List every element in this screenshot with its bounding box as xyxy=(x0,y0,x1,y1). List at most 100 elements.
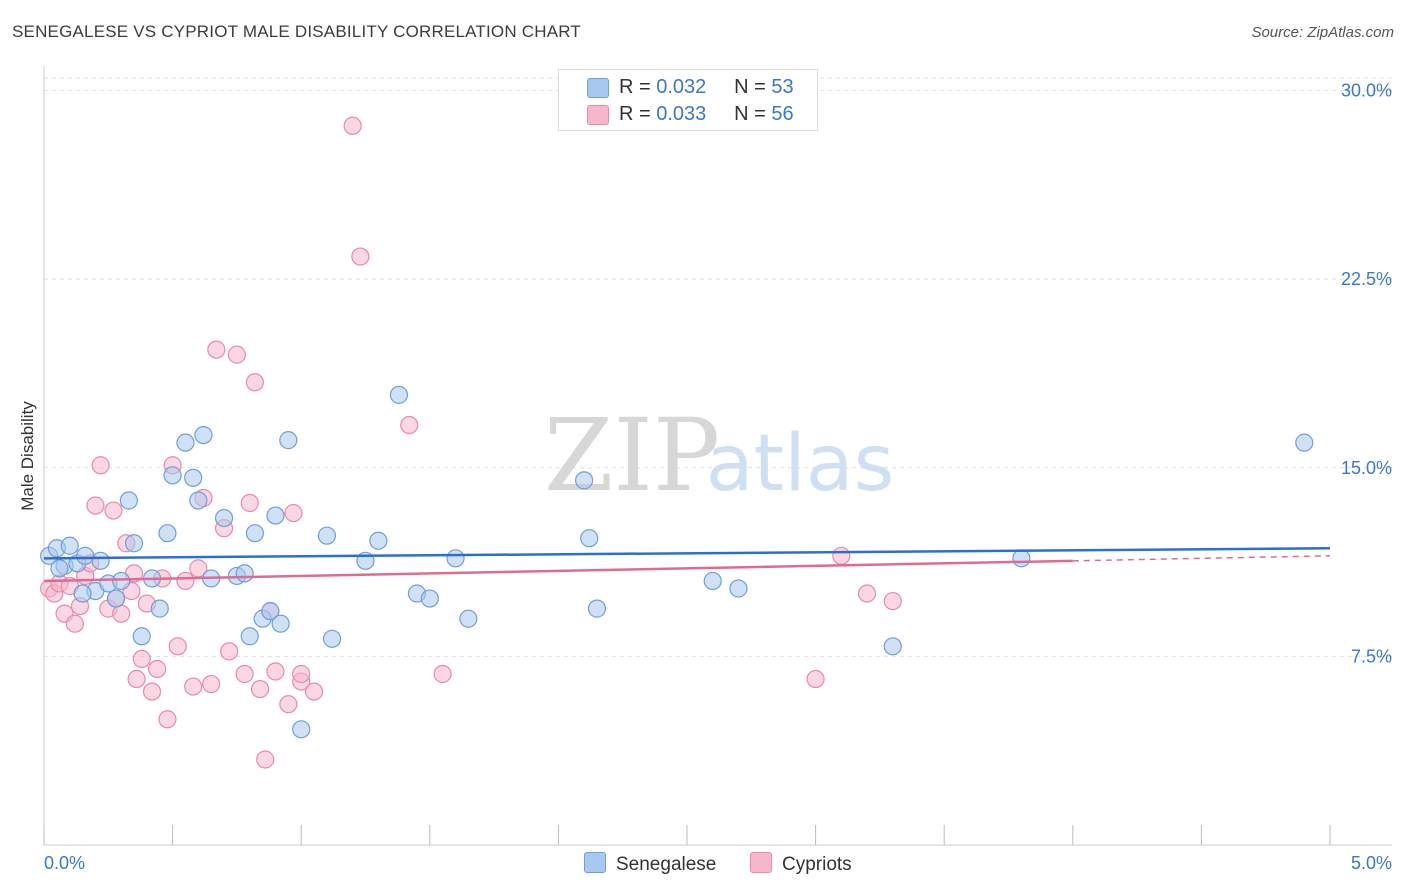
senegalese-point xyxy=(883,637,902,656)
cypriots-point xyxy=(433,664,452,684)
cypriots-point xyxy=(857,584,877,603)
cypriots-point xyxy=(256,750,275,769)
watermark: ZIP atlas xyxy=(544,397,894,514)
senegalese-point xyxy=(369,531,388,550)
chart-title: SENEGALESE VS CYPRIOT MALE DISABILITY CO… xyxy=(12,22,582,41)
cypriots-swatch xyxy=(587,105,609,125)
cypriots-legend-label: Cypriots xyxy=(782,854,852,875)
senegalese-point xyxy=(76,546,95,565)
senegalese-point xyxy=(184,468,203,487)
cypriots-point xyxy=(91,456,110,475)
stats-legend: R = 0.032 N = 53 R = 0.033 N = 56 xyxy=(558,69,818,131)
senegalese-point xyxy=(60,536,79,555)
cypriots-point xyxy=(227,345,246,364)
cypriots-point xyxy=(284,503,303,523)
senegalese-trend-line xyxy=(43,547,1331,560)
trend-lines xyxy=(43,547,1331,583)
senegalese-point xyxy=(245,524,265,543)
senegalese-point xyxy=(150,599,169,618)
cypriots-point xyxy=(132,649,151,669)
senegalese-legend-label: Senegalese xyxy=(616,854,717,875)
senegalese-point xyxy=(317,526,337,545)
senegalese-point xyxy=(580,529,599,548)
cypriots-point xyxy=(158,710,177,729)
cypriots-point xyxy=(292,664,311,684)
senegalese-point xyxy=(124,534,144,553)
cypriots-point xyxy=(127,669,146,689)
senegalese-point xyxy=(703,571,722,591)
y-axis-label: Male Disability xyxy=(18,401,37,511)
senegalese-swatch xyxy=(587,78,609,98)
cypriots-point xyxy=(148,659,167,679)
senegalese-point xyxy=(240,627,259,646)
cypriots-point xyxy=(806,669,825,689)
senegalese-point xyxy=(176,433,195,452)
cypriots-point xyxy=(184,677,203,696)
cypriots-point xyxy=(202,674,221,694)
senegalese-point xyxy=(112,571,131,591)
legend-item-senegalese[interactable]: Senegalese xyxy=(584,852,716,876)
senegalese-point xyxy=(1295,433,1314,452)
cypriots-point xyxy=(250,679,270,699)
senegalese-point xyxy=(271,614,290,633)
senegalese-point xyxy=(235,564,254,583)
y-tick-label: 7.5% xyxy=(1351,646,1392,666)
senegalese-point xyxy=(729,579,748,598)
senegalese-legend-swatch xyxy=(584,852,606,873)
senegalese-point xyxy=(261,602,280,621)
cypriots-point xyxy=(176,571,195,591)
cypriots-point xyxy=(207,340,226,359)
watermark-atlas: atlas xyxy=(706,419,895,509)
senegalese-point xyxy=(575,471,594,490)
senegalese-point xyxy=(163,466,182,485)
legend-item-cypriots[interactable]: Cypriots xyxy=(750,852,852,876)
cypriots-point xyxy=(304,682,324,701)
cypriots-point xyxy=(112,604,131,623)
n-label: N = xyxy=(734,103,772,125)
senegalese-point xyxy=(587,599,607,618)
cypriots-trend-line xyxy=(43,559,1073,583)
r-value: 0.032 xyxy=(656,76,707,98)
senegalese-point xyxy=(446,549,465,568)
senegalese-point xyxy=(389,385,409,404)
x-tick-label-min: 0.0% xyxy=(44,853,85,873)
senegalese-point xyxy=(214,508,234,528)
cypriots-points xyxy=(40,116,902,769)
axes xyxy=(43,66,1392,846)
senegalese-point xyxy=(266,506,285,525)
senegalese-point xyxy=(420,589,439,608)
senegalese-point xyxy=(1012,549,1031,568)
senegalese-point xyxy=(292,720,311,739)
senegalese-point xyxy=(73,584,92,603)
r-label: R = xyxy=(619,76,657,98)
cypriots-point xyxy=(65,614,84,633)
senegalese-point xyxy=(158,524,177,543)
cypriots-point xyxy=(142,682,162,701)
cypriots-point xyxy=(351,247,370,266)
senegalese-point xyxy=(459,609,478,628)
cypriots-point xyxy=(400,415,419,435)
y-tick-label: 30.0% xyxy=(1341,81,1392,101)
cypriots-point xyxy=(168,637,187,656)
n-value: 56 xyxy=(771,103,794,125)
cypriots-point xyxy=(883,591,902,611)
cypriots-point xyxy=(104,501,123,520)
senegalese-point xyxy=(189,491,208,510)
r-label: R = xyxy=(619,103,657,125)
senegalese-point xyxy=(322,629,342,648)
cypriots-point xyxy=(245,373,265,392)
cypriots-point xyxy=(220,642,239,661)
tick-labels: 7.5% 15.0% 22.5% 30.0% 0.0% 5.0% xyxy=(44,81,1392,873)
senegalese-point xyxy=(50,559,69,578)
senegalese-point xyxy=(194,425,213,445)
senegalese-point xyxy=(119,491,138,510)
y-tick-label: 15.0% xyxy=(1341,458,1392,478)
cypriots-point xyxy=(266,662,285,681)
chart-source: Source: ZipAtlas.com xyxy=(1251,24,1394,41)
cypriots-point xyxy=(235,664,254,684)
cypriots-point xyxy=(832,546,851,565)
senegalese-point xyxy=(279,431,298,450)
cypriots-legend-swatch xyxy=(750,852,772,873)
senegalese-point xyxy=(91,551,110,570)
